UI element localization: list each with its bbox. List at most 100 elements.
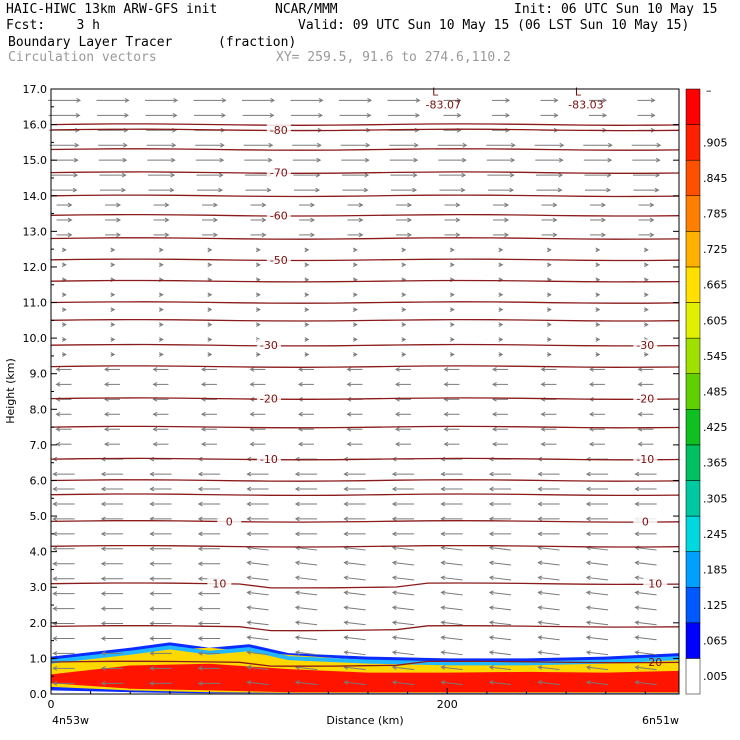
wind-vector [62,307,67,313]
wind-vector [644,247,649,253]
low-value: -83.07 [426,99,461,112]
wind-vector [391,590,415,596]
isotherm-label-bg [633,392,658,404]
wind-vector [401,352,407,357]
isotherm [50,194,680,198]
wind-vector [391,501,415,507]
wind-vector [540,382,557,387]
wind-vector [292,142,322,148]
colorbar-swatch [685,515,701,552]
wind-vector [207,247,213,253]
wind-vector [152,441,169,447]
wind-vector [340,142,371,148]
wind-vector [201,367,217,372]
wind-vector [401,307,407,313]
wind-vector [197,591,221,596]
wind-vector [52,561,75,567]
isotherm [50,237,680,240]
wind-vector [537,531,560,537]
wind-vector [149,680,172,686]
wind-vector [637,112,656,118]
field-name: Boundary Layer Tracer [8,35,173,50]
colorbar-label: .005 [703,670,728,683]
wind-vector [391,471,415,477]
wind-vector [304,352,310,357]
wind-vector [440,545,463,551]
wind-vector [492,382,508,387]
wind-vector [293,187,321,193]
wind-vector [197,680,221,686]
wind-vector [584,187,612,193]
isotherm-label-bg [256,339,281,351]
wind-vector [100,471,124,477]
isotherm-label-bg [256,453,281,465]
wind-vector [353,292,358,298]
wind-vector [339,112,372,118]
wind-vector [246,486,269,492]
low-value: -83.03 [568,99,603,112]
wind-vector [100,531,124,537]
wind-vector [450,337,455,342]
wind-vector [498,292,504,298]
colorbar-swatch [685,124,701,161]
isotherm [50,520,680,523]
isotherm-label-bg [256,392,281,404]
wind-vector [498,337,504,342]
colorbar-label: .845 [703,172,728,185]
wind-vector [197,486,221,492]
wind-vector [540,112,559,118]
wind-vector [152,382,169,387]
wind-vector [537,471,560,477]
wind-vector [159,292,164,298]
wind-vector [207,307,213,313]
wind-vector [55,367,72,372]
wind-vector [488,575,512,581]
wind-vector [488,545,512,551]
wind-vector [583,142,613,148]
wind-vector [547,247,552,253]
wind-vector [391,560,415,566]
wind-vector [440,590,463,596]
colorbar-swatch [685,88,701,125]
wind-vector [488,680,512,686]
wind-vector [395,426,411,432]
wind-vector [100,606,124,611]
wind-vector [104,411,120,417]
wind-vector [540,411,557,417]
colorbar-label: .365 [703,457,728,470]
wind-vector [343,501,366,507]
wind-vector [590,232,606,238]
wind-vector [537,650,560,656]
wind-vector [443,441,460,447]
wind-vector [52,666,75,671]
wind-vector [99,172,127,178]
wind-vector [100,576,124,582]
wind-vector [634,650,657,656]
wind-vector [110,337,116,342]
wind-vector [395,441,411,447]
wind-vector [343,650,366,656]
wind-vector [443,411,460,417]
wind-vector [294,590,318,596]
wind-vector [450,307,455,313]
wind-vector [541,217,558,223]
colorbar-swatch [685,551,701,588]
y-tick-label: 1.0 [30,652,48,665]
wind-vector [585,486,609,492]
wind-vector [535,157,564,163]
wind-vector [343,486,366,492]
center-label: NCAR/MMM [275,2,338,17]
wind-vector [450,292,455,298]
wind-vector [395,382,411,387]
wind-vector [498,262,504,268]
wind-vector [637,367,654,372]
wind-vector [294,560,318,566]
wind-vector [55,441,72,447]
isotherm-label: -60 [270,209,288,222]
wind-vector [389,157,419,163]
wind-vector [487,187,515,193]
colorbar-swatch [685,373,701,410]
wind-vector [51,187,78,193]
wind-vector [540,426,557,432]
